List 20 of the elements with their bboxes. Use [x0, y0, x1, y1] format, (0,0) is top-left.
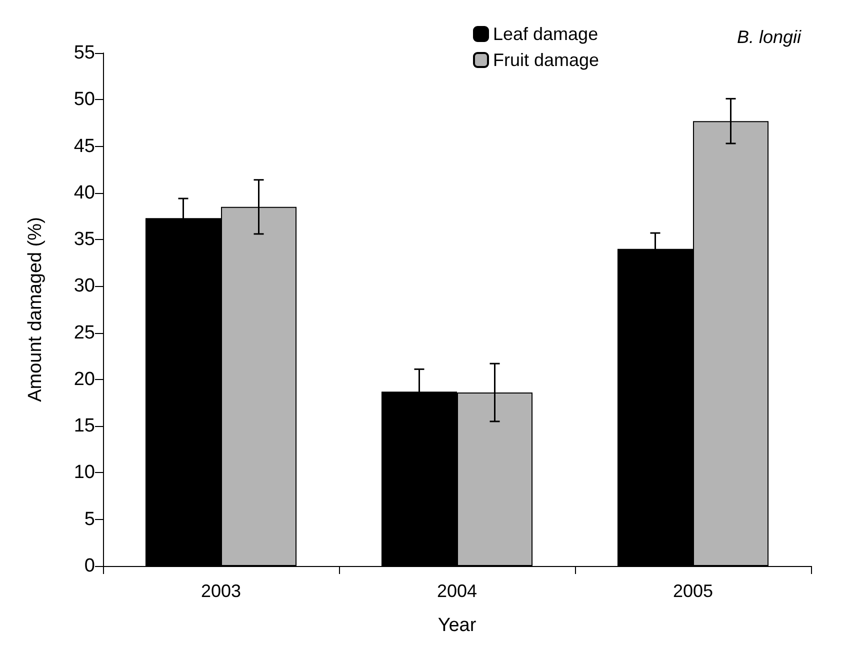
y-tick-label: 50	[74, 89, 95, 110]
y-tick-label: 30	[74, 276, 95, 297]
y-tick-label: 20	[74, 368, 95, 390]
x-tick-label: 2004	[436, 581, 478, 601]
y-tick-label: 40	[74, 182, 95, 204]
x-tick-label: 2003	[200, 581, 242, 601]
y-tick-label: 45	[74, 136, 95, 157]
y-tick-label: 35	[74, 229, 95, 250]
y-tick-label: 5	[84, 508, 95, 530]
y-tick-label: 15	[74, 416, 95, 437]
y-tick-label: 10	[74, 462, 95, 484]
legend-label: Leaf damage	[493, 24, 598, 44]
y-axis-title: Amount damaged (%)	[25, 217, 46, 402]
x-axis-title: Year	[438, 615, 477, 636]
y-tick-label: 55	[74, 42, 95, 64]
text: B. longii	[736, 27, 802, 47]
y-tick-label: 25	[74, 322, 95, 344]
x-tick-label: 2005	[672, 581, 714, 601]
legend-label: Fruit damage	[493, 50, 600, 70]
y-tick-label: 0	[84, 556, 95, 576]
